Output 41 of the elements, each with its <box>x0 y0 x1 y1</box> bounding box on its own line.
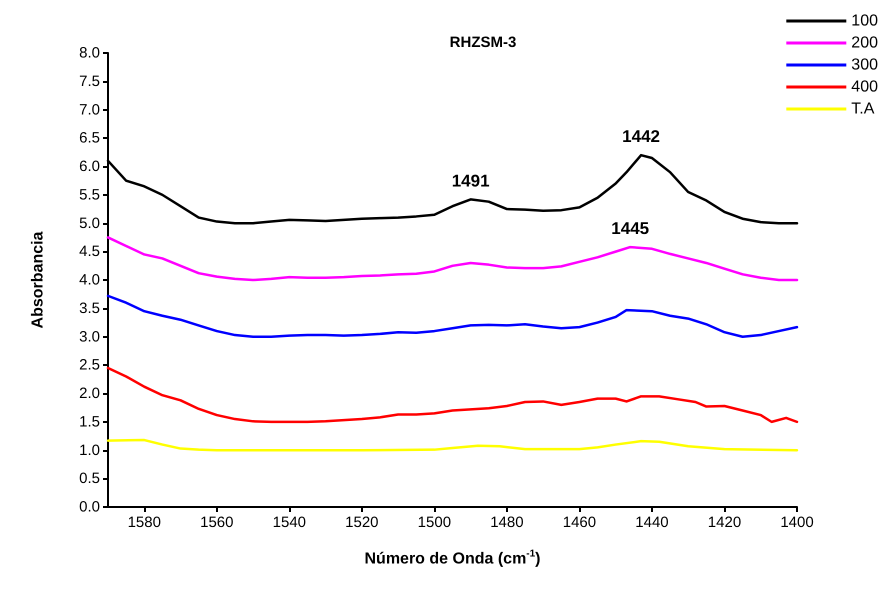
legend-label: 200 <box>851 34 878 52</box>
y-tick-label: 0.0 <box>79 498 100 516</box>
x-tick-label: 1400 <box>780 514 814 531</box>
line-series <box>106 366 798 424</box>
y-tick-label: 5.0 <box>79 214 100 232</box>
y-axis-title: Absorbancia <box>30 231 46 328</box>
y-tick-label: 0.5 <box>79 470 100 488</box>
y-tick-label: 6.0 <box>79 158 100 175</box>
x-tick-label: 1500 <box>418 514 452 531</box>
x-tick-label: 1540 <box>272 514 306 531</box>
x-tick-label: 1440 <box>635 514 669 531</box>
x-tick-label: 1560 <box>200 514 234 531</box>
annotation: 1491 <box>452 171 490 190</box>
y-tick-label: 2.0 <box>79 385 100 402</box>
legend-label: 300 <box>851 56 878 74</box>
x-tick-label: 1580 <box>128 514 161 531</box>
x-tick-label: 1520 <box>345 514 379 531</box>
y-tick-label: 5.5 <box>79 186 100 204</box>
y-tick-label: 7.5 <box>79 72 100 90</box>
x-tick-label: 1480 <box>490 514 524 531</box>
legend-label: T.A <box>851 100 875 118</box>
y-tick-label: 1.0 <box>79 442 100 459</box>
y-tick-label: 4.0 <box>79 272 100 288</box>
legend-label: 100 <box>851 12 878 30</box>
y-tick-label: 2.5 <box>79 356 100 374</box>
x-tick-label: 1460 <box>562 514 596 531</box>
y-tick-label: 3.0 <box>79 328 100 346</box>
line-series <box>106 236 798 282</box>
y-tick-label: 3.5 <box>79 300 100 317</box>
line-series <box>106 438 798 452</box>
annotation: 1445 <box>611 219 650 238</box>
x-tick-label: 1420 <box>708 514 742 531</box>
y-tick-label: 8.0 <box>79 44 100 62</box>
y-tick-label: 1.5 <box>79 413 100 430</box>
line-series <box>106 294 798 338</box>
y-tick-label: 7.0 <box>79 101 100 118</box>
annotation: 1442 <box>622 127 660 146</box>
chart-title: RHZSM-3 <box>450 34 516 51</box>
y-tick-label: 4.5 <box>79 243 100 260</box>
y-tick-label: 6.5 <box>79 130 100 147</box>
legend-label: 400 <box>851 78 878 96</box>
